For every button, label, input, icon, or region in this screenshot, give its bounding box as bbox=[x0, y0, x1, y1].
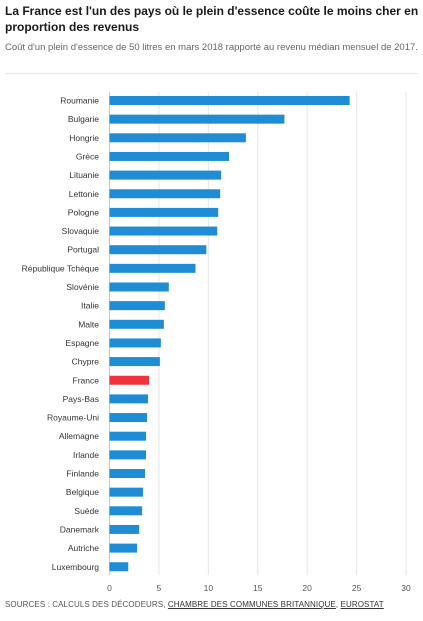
category-label: Lituanie bbox=[69, 170, 99, 180]
bar bbox=[109, 431, 147, 441]
bar bbox=[109, 245, 207, 255]
bar bbox=[109, 413, 148, 423]
category-label: Portugal bbox=[67, 245, 99, 255]
category-label: Pologne bbox=[68, 207, 99, 217]
category-label: Malte bbox=[78, 319, 99, 329]
bar bbox=[109, 562, 129, 572]
x-tick-label: 10 bbox=[204, 583, 214, 593]
category-label: Slovaquie bbox=[62, 226, 100, 236]
category-label: Bulgarie bbox=[68, 114, 99, 124]
category-label: Slovénie bbox=[66, 282, 99, 292]
category-label: Hongrie bbox=[69, 133, 99, 143]
bar bbox=[109, 506, 143, 516]
bar-highlight bbox=[109, 375, 150, 385]
bar bbox=[109, 151, 230, 161]
divider bbox=[5, 73, 418, 74]
source-prefix: SOURCES : CALCULS DES DÉCODEURS, bbox=[5, 600, 166, 609]
category-label: Lettonie bbox=[69, 189, 100, 199]
category-label: Royaume-Uni bbox=[47, 413, 99, 423]
bar bbox=[109, 96, 350, 105]
x-tick-label: 30 bbox=[401, 583, 411, 593]
bar bbox=[109, 263, 196, 273]
category-label: Espagne bbox=[65, 338, 99, 348]
category-label: Irlande bbox=[73, 450, 99, 460]
source-line: SOURCES : CALCULS DES DÉCODEURS, CHAMBRE… bbox=[5, 600, 423, 609]
bar bbox=[109, 114, 285, 124]
bar bbox=[109, 133, 246, 143]
x-tick-label: 0 bbox=[107, 583, 112, 593]
bar bbox=[109, 543, 138, 553]
bar bbox=[109, 524, 140, 534]
category-label: Italie bbox=[81, 301, 99, 311]
x-tick-label: 20 bbox=[302, 583, 312, 593]
x-tick-label: 25 bbox=[352, 583, 362, 593]
bar bbox=[109, 282, 169, 292]
bar bbox=[109, 189, 221, 199]
bar bbox=[109, 319, 164, 329]
category-label: France bbox=[73, 375, 100, 385]
x-tick-label: 5 bbox=[157, 583, 162, 593]
source-link-eurostat[interactable]: EUROSTAT bbox=[340, 600, 384, 609]
bar bbox=[109, 450, 147, 460]
bar bbox=[109, 394, 149, 404]
bar bbox=[109, 469, 146, 478]
chart-title: La France est l'un des pays où le plein … bbox=[5, 4, 419, 34]
source-link-chambre[interactable]: CHAMBRE DES COMMUNES BRITANNIQUE bbox=[167, 600, 336, 609]
category-label: Finlande bbox=[66, 469, 99, 479]
category-label: Chypre bbox=[72, 357, 100, 367]
bar bbox=[109, 357, 160, 367]
bar bbox=[109, 207, 219, 217]
category-label: République Tchèque bbox=[22, 263, 100, 273]
bar bbox=[109, 170, 222, 180]
x-tick-label: 15 bbox=[253, 583, 263, 593]
category-label: Luxembourg bbox=[52, 562, 100, 572]
bar bbox=[109, 301, 165, 311]
category-label: Danemark bbox=[60, 524, 100, 534]
category-label: Grèce bbox=[76, 151, 99, 161]
category-label: Allemagne bbox=[59, 431, 99, 441]
bar bbox=[109, 226, 218, 236]
category-label: Roumanie bbox=[60, 96, 99, 106]
source-separator: , bbox=[335, 600, 339, 609]
bar bbox=[109, 487, 144, 497]
category-label: Pays-Bas bbox=[63, 394, 99, 404]
bar bbox=[109, 338, 161, 348]
category-label: Suède bbox=[74, 506, 99, 516]
chart-subtitle: Coût d'un plein d'essence de 50 litres e… bbox=[5, 42, 418, 53]
category-label: Belgique bbox=[66, 487, 99, 497]
category-label: Autriche bbox=[68, 543, 99, 553]
